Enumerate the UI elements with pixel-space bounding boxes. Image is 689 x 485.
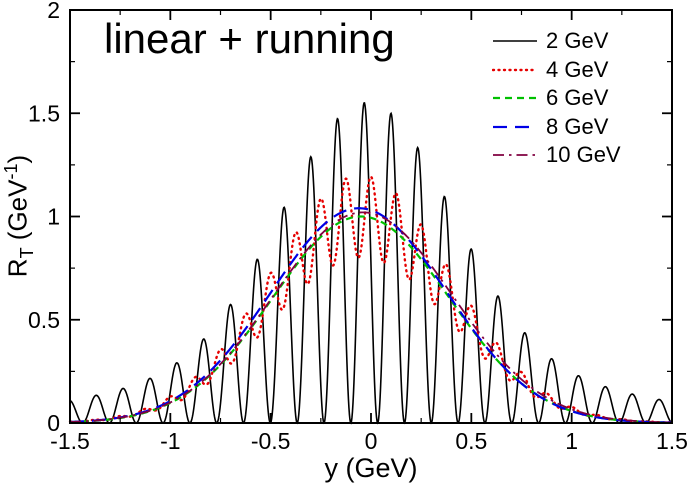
legend: 2 GeV 4 GeV 6 GeV 8 GeV 10 GeV [492,27,621,170]
chart-title: linear + running [104,15,395,62]
y-axis-label-sub: T [16,247,37,259]
x-tick-label: -0.5 [251,428,291,454]
y-axis-label-sup: -1 [1,163,21,180]
y-tick-label: 2 [47,0,60,23]
y-tick-label: 0 [47,410,60,436]
legend-line-sample [493,97,537,100]
legend-label: 6 GeV [546,85,609,111]
legend-label: 4 GeV [546,56,609,82]
legend-item: 10 GeV [492,141,621,170]
series-4-gev [68,175,674,424]
y-axis-label-mid: (GeV [2,179,33,248]
x-tick-label: 0 [365,428,378,454]
y-axis-label-base: R [2,258,33,278]
y-tick-label: 1.5 [28,100,60,126]
series-2-gev [69,102,673,425]
y-tick-label: 0.5 [28,307,60,333]
legend-line-sample [493,125,537,128]
x-tick-label: 1 [565,428,578,454]
x-tick-label: 0.5 [455,428,487,454]
y-axis-label: RT (GeV-1) [1,96,37,336]
x-tick-label: -1 [160,428,180,454]
legend-item: 4 GeV [492,56,621,85]
y-axis-label-end: ) [2,154,33,164]
legend-label: 10 GeV [546,142,621,168]
legend-label: 8 GeV [546,113,609,139]
legend-line-sample [492,68,538,71]
x-axis-label: y (GeV) [324,453,418,483]
x-tick-label: 1.5 [656,428,688,454]
legend-line-sample [493,40,537,43]
legend-item: 2 GeV [492,27,621,56]
series-10-gev [69,211,673,424]
legend-item: 6 GeV [492,84,621,113]
x-tick-label: -1.5 [50,428,90,454]
legend-line-sample [493,154,537,157]
y-tick-label: 1 [47,204,60,230]
legend-label: 2 GeV [546,28,609,54]
legend-item: 8 GeV [492,113,621,142]
